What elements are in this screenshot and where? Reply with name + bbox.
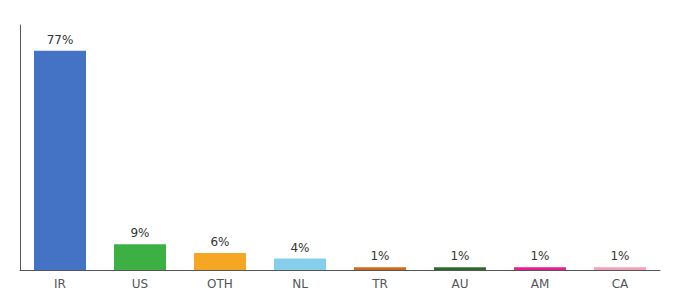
svg-text:OTH: OTH [207, 277, 233, 291]
svg-text:1%: 1% [610, 249, 629, 263]
svg-text:6%: 6% [210, 235, 229, 249]
svg-text:77%: 77% [47, 33, 74, 47]
svg-text:TR: TR [371, 277, 388, 291]
svg-text:1%: 1% [370, 249, 389, 263]
svg-text:AU: AU [452, 277, 469, 291]
svg-text:AM: AM [531, 277, 550, 291]
svg-text:US: US [132, 277, 148, 291]
svg-text:4%: 4% [290, 241, 309, 255]
svg-text:IR: IR [54, 277, 66, 291]
svg-text:9%: 9% [130, 226, 149, 240]
svg-text:1%: 1% [450, 249, 469, 263]
svg-text:CA: CA [612, 277, 629, 291]
svg-text:NL: NL [292, 277, 308, 291]
svg-text:1%: 1% [530, 249, 549, 263]
